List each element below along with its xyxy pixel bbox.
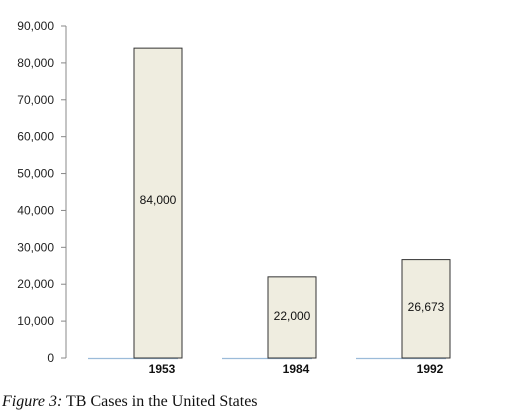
caption-figure-label: Figure 3: [2, 393, 63, 410]
bar-1953 [133, 47, 183, 359]
bars [133, 47, 451, 359]
y-tick-label: 50,000 [17, 167, 54, 181]
y-tick-label: 20,000 [17, 277, 54, 291]
data-label-1992: 26,673 [408, 300, 445, 314]
y-tick-label: 70,000 [17, 93, 54, 107]
figure-caption: Figure 3: TB Cases in the United States [2, 393, 258, 411]
y-tick-label: 80,000 [17, 56, 54, 70]
x-tick-label-1984: 1984 [283, 362, 310, 376]
y-axis-ticks: 0 10,000 20,000 30,000 40,000 50,000 60,000 70,… [17, 19, 66, 365]
y-tick-label: 90,000 [17, 19, 54, 33]
bar-chart: 0 10,000 20,000 30,000 40,000 50,000 60,000 70,… [17, 19, 451, 376]
data-label-1984: 22,000 [274, 309, 311, 323]
y-tick-label: 10,000 [17, 314, 54, 328]
y-tick-label: 40,000 [17, 203, 54, 217]
x-tick-label-1992: 1992 [417, 362, 444, 376]
bar-1984 [267, 276, 317, 359]
y-tick-label: 60,000 [17, 130, 54, 144]
y-tick-label: 0 [47, 351, 54, 365]
data-label-1953: 84,000 [140, 193, 177, 207]
data-labels: 84,000 22,000 26,673 [140, 193, 445, 323]
caption-text: TB Cases in the United States [66, 393, 258, 410]
x-tick-label-1953: 1953 [149, 362, 176, 376]
x-axis-labels: 1953 1984 1992 [149, 362, 444, 376]
y-tick-label: 30,000 [17, 240, 54, 254]
bar-1992 [401, 259, 451, 359]
